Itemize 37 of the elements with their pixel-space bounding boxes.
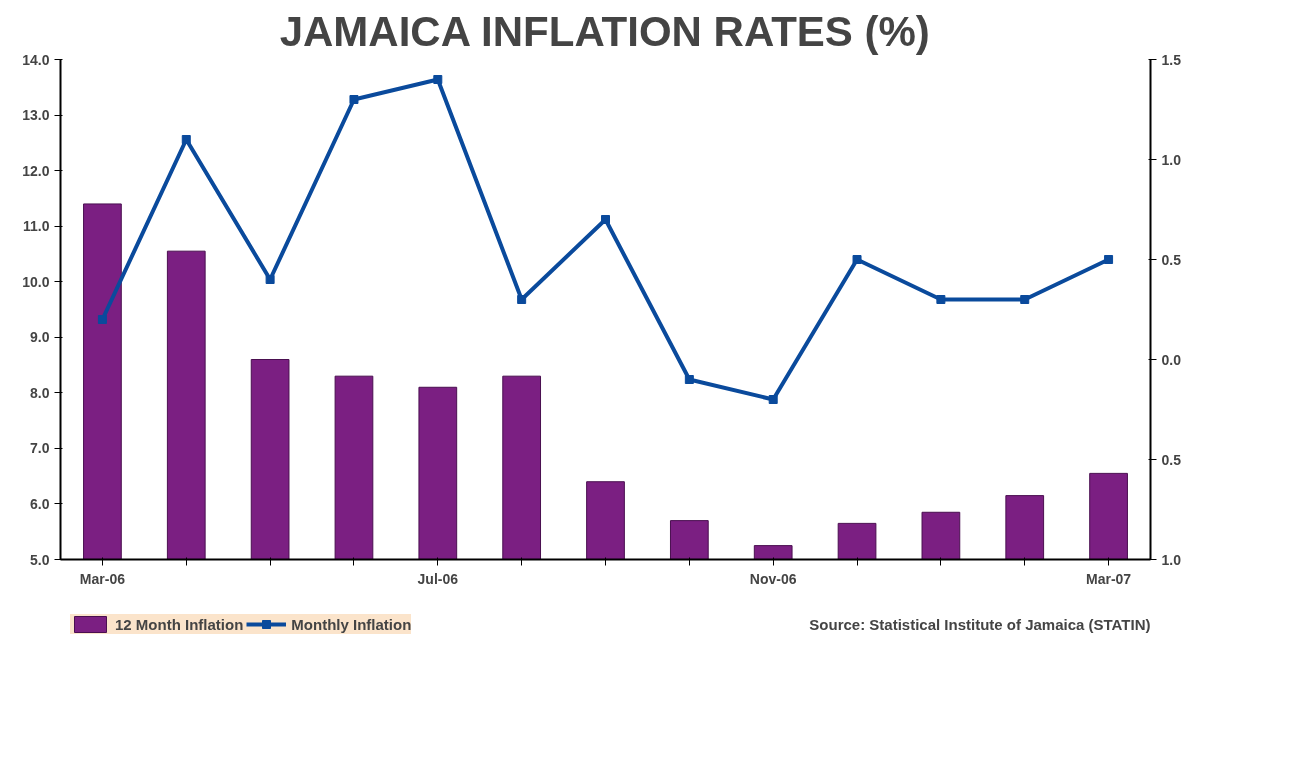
point bbox=[852, 255, 862, 264]
y-tick-label: 5.0 bbox=[30, 551, 50, 568]
y2-tick-label: 0.5 bbox=[1161, 451, 1182, 468]
point bbox=[517, 295, 527, 304]
point bbox=[433, 75, 443, 84]
y2-tick-label: 0.0 bbox=[1161, 351, 1182, 368]
point bbox=[684, 375, 694, 384]
y2-tick-label: 1.0 bbox=[1161, 551, 1182, 568]
y-tick-label: 8.0 bbox=[30, 384, 50, 401]
y2-tick-label: 0.5 bbox=[1161, 251, 1182, 268]
x-tick-label: Jul-06 bbox=[417, 570, 459, 587]
y-tick-label: 10.0 bbox=[22, 273, 50, 290]
y-tick-label: 9.0 bbox=[30, 329, 50, 346]
y-tick-label: 7.0 bbox=[30, 440, 50, 457]
point bbox=[1020, 295, 1030, 304]
legend-label: Monthly Inflation bbox=[291, 615, 412, 633]
point bbox=[1104, 255, 1114, 264]
point bbox=[349, 95, 359, 104]
source-note: Source: Statistical Institute of Jamaica (STATIN) bbox=[809, 616, 1151, 633]
y-tick-label: 11.0 bbox=[23, 218, 50, 235]
x-tick-label: Nov-06 bbox=[749, 570, 797, 587]
y-tick-label: 6.0 bbox=[30, 495, 50, 512]
x-tick-label: Mar-06 bbox=[79, 570, 126, 587]
point bbox=[768, 395, 778, 404]
y2-tick-label: 1.5 bbox=[1161, 51, 1182, 68]
point bbox=[936, 295, 946, 304]
legend-label: 12 Month Inflation bbox=[115, 615, 244, 633]
point bbox=[97, 315, 107, 324]
y-tick-label: 13.0 bbox=[22, 107, 50, 124]
y-tick-label: 14.0 bbox=[22, 51, 50, 68]
x-tick-label: Mar-07 bbox=[1086, 570, 1132, 587]
point bbox=[181, 135, 191, 144]
chart-title: JAMAICA INFLATION RATES (%) bbox=[279, 7, 930, 55]
point bbox=[601, 215, 610, 224]
y2-tick-label: 1.0 bbox=[1161, 151, 1182, 168]
y-tick-label: 12.0 bbox=[22, 162, 50, 179]
point bbox=[265, 275, 275, 284]
